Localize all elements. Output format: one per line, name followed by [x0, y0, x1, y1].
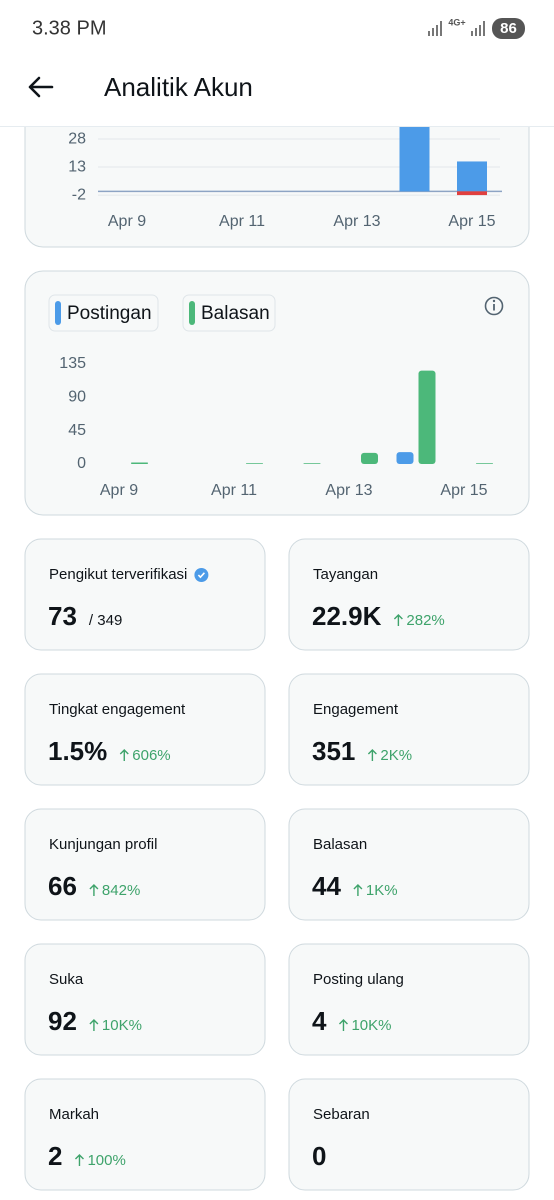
- stat-change: 100%: [87, 1152, 125, 1169]
- legend-swatch: [55, 301, 61, 325]
- stat-value: 73: [48, 601, 77, 631]
- y-tick-label: 13: [68, 158, 86, 175]
- stat-card: [288, 943, 530, 1056]
- up-arrow: [367, 749, 377, 761]
- battery: [492, 18, 525, 39]
- signal-icon: [428, 21, 485, 36]
- page-title: Analitik Akun: [104, 72, 253, 102]
- stat-label: Tingkat engagement: [49, 701, 186, 718]
- header-bg: [0, 0, 554, 126]
- up-arrow: [119, 749, 129, 761]
- bar: [418, 370, 436, 464]
- stat-card: [288, 1078, 530, 1191]
- stat-value: 1.5%: [48, 736, 107, 766]
- stat-label: Sebaran: [313, 1106, 370, 1123]
- legend-box: [48, 294, 159, 332]
- bar: [457, 191, 487, 196]
- clock: 3.38 PM: [32, 17, 106, 39]
- y-tick-label: 28: [68, 130, 86, 147]
- legend-swatch: [189, 301, 195, 325]
- x-tick-label: Apr 11: [219, 213, 265, 230]
- stat-label: Suka: [49, 971, 84, 988]
- x-tick-label: Apr 13: [333, 213, 380, 230]
- y-tick-label: 90: [68, 389, 86, 406]
- bar: [457, 161, 487, 192]
- stat-card: [288, 808, 530, 921]
- stat-label: Pengikut terverifikasi: [49, 566, 187, 583]
- stat-label: Balasan: [313, 836, 367, 853]
- stat-change: 10K%: [351, 1017, 391, 1034]
- stats: Pengikut terverifikasi 73 / 349 Tayangan 22.…: [24, 538, 530, 1191]
- stat-value: 2: [48, 1141, 62, 1171]
- stat-label: Tayangan: [313, 566, 378, 583]
- stat-card: [24, 943, 266, 1056]
- bar: [131, 462, 148, 464]
- x-tick-label: Apr 15: [448, 213, 495, 230]
- bar: [361, 452, 378, 464]
- chart: 28 13 -2 Apr 9 Apr 11 Apr 13 Apr 15: [68, 79, 502, 230]
- y-tick-label: 0: [77, 455, 86, 472]
- info-icon[interactable]: [484, 296, 504, 316]
- stat-card: [288, 538, 530, 651]
- stat-value: 66: [48, 871, 77, 901]
- x-tick-label: Apr 11: [211, 482, 257, 499]
- stat-label: Kunjungan profil: [49, 836, 157, 853]
- x-tick-label: Apr 9: [100, 482, 138, 499]
- bar: [396, 452, 414, 464]
- stat-change: 1K%: [366, 882, 398, 899]
- bar: [246, 463, 263, 464]
- up-arrow: [89, 884, 99, 896]
- battery-level: 86: [500, 20, 517, 37]
- up-arrow: [74, 1154, 84, 1166]
- stat-change: 10K%: [102, 1017, 142, 1034]
- stat-card: [24, 808, 266, 921]
- stat-card: [24, 538, 266, 651]
- back-button[interactable]: [28, 76, 54, 98]
- stat-value: 92: [48, 1006, 77, 1036]
- stat-value: 4: [312, 1006, 327, 1036]
- stat-label: Posting ulang: [313, 971, 404, 988]
- stat-change: 282%: [406, 612, 444, 629]
- up-arrow: [353, 884, 363, 896]
- bar: [303, 463, 321, 464]
- legend-label: Balasan: [201, 303, 270, 324]
- up-arrow: [393, 614, 403, 626]
- x-tick-label: Apr 13: [325, 482, 372, 499]
- stat-total: / 349: [89, 612, 122, 629]
- bar: [476, 463, 493, 464]
- up-arrow: [338, 1019, 348, 1031]
- verified-check: [197, 572, 205, 579]
- stat-label: Engagement: [313, 701, 399, 718]
- stat-change: 2K%: [380, 747, 412, 764]
- stat-value: 22.9K: [312, 601, 382, 631]
- stat-value: 0: [312, 1141, 326, 1171]
- stat-change: 606%: [132, 747, 170, 764]
- legend-box: [182, 294, 276, 332]
- y-tick-label: 135: [59, 355, 86, 372]
- stat-card: [24, 1078, 266, 1191]
- legend-label: Postingan: [67, 303, 152, 324]
- y-tick-label: -2: [72, 186, 86, 203]
- stat-label: Markah: [49, 1106, 99, 1123]
- stat-card: [288, 673, 530, 786]
- stat-value: 351: [312, 736, 355, 766]
- stat-card: [24, 673, 266, 786]
- stat-change: 842%: [102, 882, 140, 899]
- stat-value: 44: [312, 871, 341, 901]
- x-tick-label: Apr 15: [440, 482, 487, 499]
- y-tick-label: 45: [68, 422, 86, 439]
- network-label: 4G+: [448, 17, 465, 27]
- up-arrow: [89, 1019, 99, 1031]
- x-tick-label: Apr 9: [108, 213, 146, 230]
- chart: 0 45 90 135 Apr 9 Apr 11 Apr 13 Apr 15 Postingan…: [48, 294, 493, 499]
